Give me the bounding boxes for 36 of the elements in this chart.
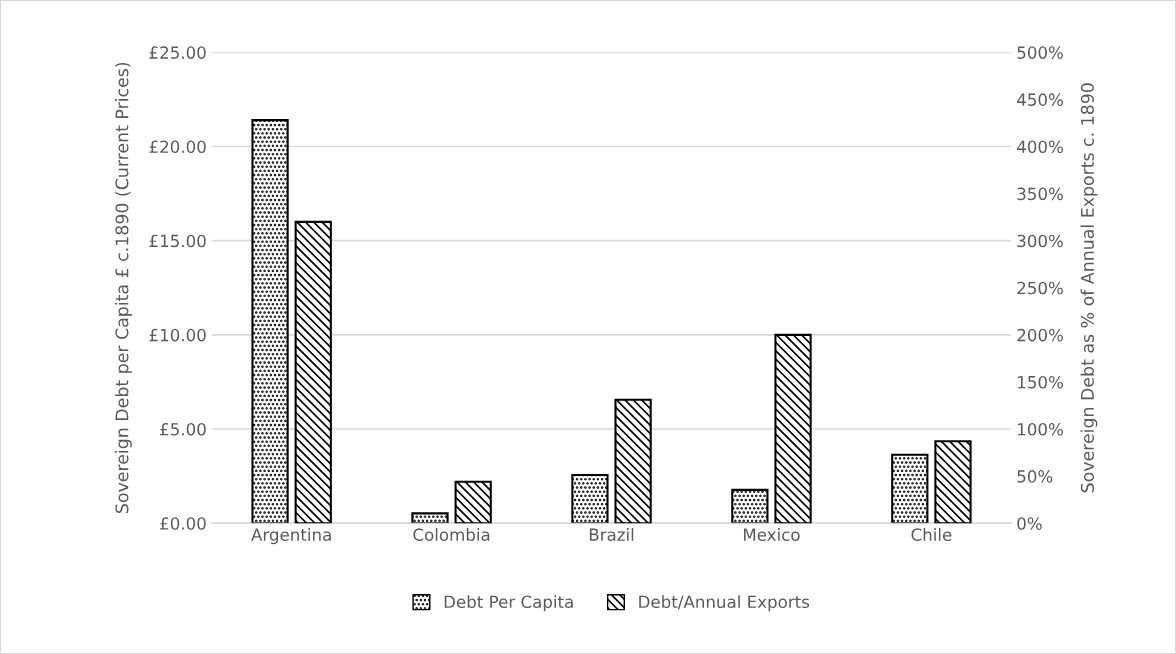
bar	[934, 440, 972, 524]
y2-tick-label: 450%	[1017, 93, 1063, 106]
y2-tick-label: 350%	[1017, 187, 1063, 201]
y2-tick-label: 50%	[1017, 470, 1053, 483]
x-tick-label: Colombia	[413, 528, 490, 541]
y2-tick-label: 0%	[1017, 517, 1042, 530]
y2-tick-label: 150%	[1018, 375, 1063, 389]
bar	[454, 480, 492, 524]
bar	[571, 473, 609, 524]
y2-tick-label: 100%	[1018, 422, 1063, 436]
x-tick-label: Brazil	[589, 528, 634, 541]
bar	[294, 220, 332, 524]
bar	[731, 488, 769, 524]
bar	[891, 453, 929, 524]
legend-label: Debt Per Capita	[444, 595, 573, 612]
x-tick-label: Mexico	[743, 528, 800, 541]
x-tick-label: Argentina	[251, 528, 331, 545]
y2-tick-label: 300%	[1017, 234, 1063, 248]
y-tick-label: £20.00	[149, 140, 206, 154]
x-tick-label: Chile	[911, 528, 952, 541]
y2-axis-title: Sovereign Debt as % of Annual Exports c. 1890	[1080, 83, 1098, 493]
y2-tick-label: 200%	[1017, 328, 1063, 342]
bar	[251, 119, 289, 524]
y-tick-label: £5.00	[160, 422, 206, 436]
y-tick-label: £25.00	[149, 46, 206, 59]
y2-tick-label: 400%	[1017, 140, 1063, 154]
bar	[774, 333, 812, 524]
y-tick-label: £15.00	[149, 234, 206, 248]
bar	[614, 398, 652, 524]
y2-tick-label: 250%	[1017, 281, 1063, 295]
legend-label: Debt/Annual Exports	[639, 595, 810, 612]
bar	[411, 512, 449, 524]
y2-tick-label: 500%	[1017, 46, 1063, 59]
y-tick-label: £0.00	[160, 517, 206, 530]
y-axis-title: Sovereign Debt per Capita £ c.1890 (Current Prices)	[115, 62, 132, 513]
y-tick-label: £10.00	[149, 328, 206, 342]
